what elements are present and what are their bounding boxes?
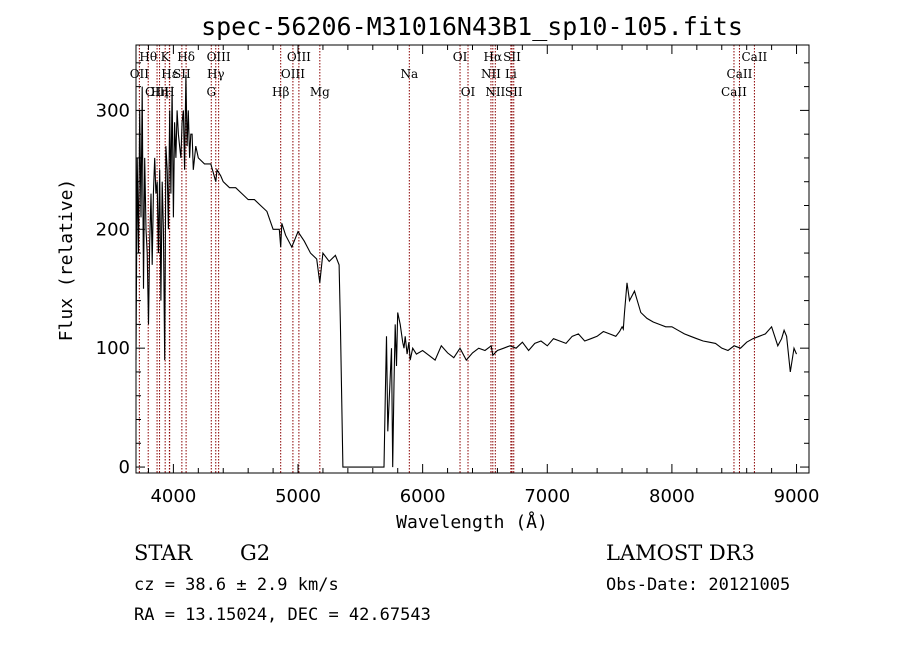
x-axis-ticks: 4000 5000 6000 7000 8000 9000 <box>147 45 820 507</box>
x-tick-label: 4000 <box>150 486 196 507</box>
emission-line-label: NII <box>485 85 505 99</box>
emission-line-label: SII <box>505 85 523 99</box>
plot-frame <box>135 44 810 474</box>
y-axis-ticks: 0 100 200 300 <box>96 62 809 478</box>
emission-line-label: CaII <box>721 85 747 99</box>
emission-line-label: Hη <box>151 85 169 99</box>
emission-line-label: H <box>164 85 174 99</box>
emission-line-label: Hα <box>484 50 503 64</box>
emission-line-label: Li <box>505 67 517 81</box>
x-tick-label: 5000 <box>275 486 321 507</box>
emission-line-label: Hβ <box>272 85 289 99</box>
emission-line-label: SII <box>503 50 521 64</box>
emission-line-label: OIII <box>145 85 169 99</box>
emission-line-label: OIII <box>281 67 305 81</box>
emission-line-label: Hγ <box>207 67 225 81</box>
chart-title: spec-56206-M31016N43B1_sp10-105.fits <box>201 12 743 41</box>
x-tick-label: 6000 <box>400 486 446 507</box>
emission-line-label: Na <box>400 67 418 81</box>
emission-line-label: SII <box>173 67 191 81</box>
emission-line-label: OI <box>453 50 468 64</box>
spectrum-series-line <box>135 74 798 468</box>
emission-line-label: OIII <box>287 50 311 64</box>
emission-line-label: G <box>206 85 216 99</box>
y-tick-label: 200 <box>96 219 130 240</box>
object-class: STAR <box>134 541 193 565</box>
x-tick-label: 9000 <box>774 486 820 507</box>
x-tick-label: 7000 <box>524 486 570 507</box>
emission-line-label: K <box>161 50 171 64</box>
emission-line-label: OIII <box>207 50 231 64</box>
x-axis-label: Wavelength (Å) <box>396 511 548 533</box>
x-tick-label: 8000 <box>649 486 695 507</box>
observation-date: Obs-Date: 20121005 <box>606 575 790 595</box>
coordinates: RA = 13.15024, DEC = 42.67543 <box>134 605 431 625</box>
emission-line-label: Hε <box>161 67 178 81</box>
emission-line-label: Hδ <box>177 50 195 64</box>
y-axis-label: Flux (relative) <box>56 179 77 342</box>
y-tick-label: 300 <box>96 100 130 121</box>
emission-line-label: NII <box>481 67 501 81</box>
emission-line-label: OII <box>130 67 150 81</box>
redshift-info: cz = 38.6 ± 2.9 km/s <box>134 575 339 595</box>
emission-line-label: CaII <box>741 50 767 64</box>
object-subclass: G2 <box>240 541 270 565</box>
y-tick-label: 100 <box>96 338 130 359</box>
y-tick-label: 0 <box>119 457 130 478</box>
emission-line-label: Hθ <box>139 50 157 64</box>
emission-line-markers <box>138 45 755 473</box>
survey-name: LAMOST DR3 <box>606 541 755 565</box>
emission-line-label: OI <box>461 85 476 99</box>
emission-line-label: Mg <box>310 85 330 99</box>
emission-line-label: CaII <box>727 67 753 81</box>
